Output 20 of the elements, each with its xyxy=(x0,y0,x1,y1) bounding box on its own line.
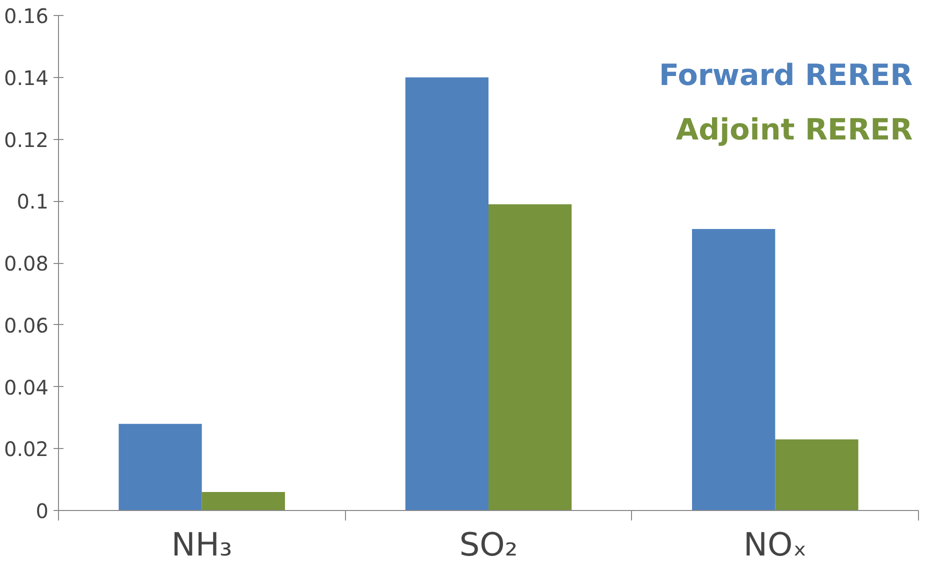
y-tick-label: 0.06 xyxy=(4,313,48,338)
text: Adjoint RERER xyxy=(676,112,913,146)
y-tick-label: 0.1 xyxy=(16,190,49,214)
bar xyxy=(405,77,488,510)
y-tick-label: 0.16 xyxy=(4,4,48,28)
y-tick-label: 0.14 xyxy=(4,66,48,90)
y-tick-label: 0.02 xyxy=(4,437,48,462)
x-tick-label: NOₓ xyxy=(744,526,807,564)
x-tick-label: SO₂ xyxy=(459,526,518,564)
text: Forward RERER xyxy=(658,58,913,92)
bar xyxy=(118,424,202,510)
x-tick-label: NH₃ xyxy=(171,526,232,564)
y-tick-label: 0 xyxy=(36,499,49,523)
y-tick-label: 0.12 xyxy=(4,128,48,152)
bar xyxy=(488,204,572,510)
y-tick-label: 0.04 xyxy=(4,375,48,400)
bar xyxy=(775,439,858,510)
y-tick-label: 0.08 xyxy=(4,252,48,276)
bar xyxy=(692,228,776,510)
bar xyxy=(202,492,285,510)
